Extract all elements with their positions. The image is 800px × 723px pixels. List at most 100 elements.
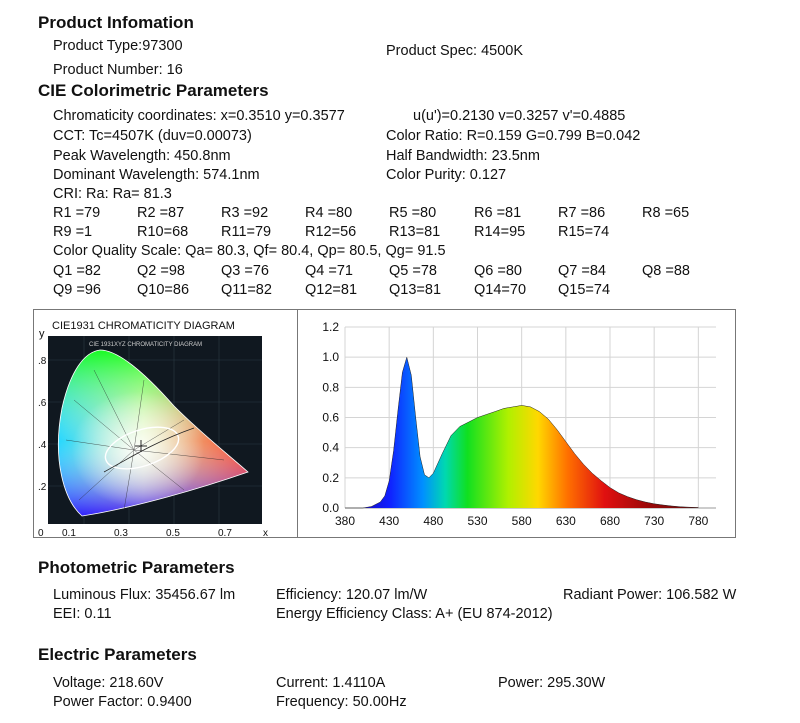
x-tick-label: 480 xyxy=(423,514,443,528)
x-tick-label: 730 xyxy=(644,514,664,528)
diagram-region-lines xyxy=(65,369,225,511)
r-value: R8 =65 xyxy=(642,205,690,221)
diagram-y-tick: .8 xyxy=(38,356,47,367)
q-value: Q10=86 xyxy=(137,282,190,298)
diagram-y-ticks: .8 .6 .4 .2 xyxy=(38,356,47,493)
y-tick-label: 0.6 xyxy=(322,411,339,425)
q-value: Q12=81 xyxy=(305,282,358,298)
r-value: R13=81 xyxy=(389,224,441,240)
diagram-x-tick: 0.3 xyxy=(114,528,128,537)
spectrum-chart: 0.0 0.2 0.4 0.6 0.8 1.0 1.2 380 430 480 530 580 630… xyxy=(322,320,716,528)
x-tick-label: 380 xyxy=(335,514,355,528)
energy-efficiency-class: Energy Efficiency Class: A+ (EU 874-2012… xyxy=(276,606,553,622)
current: Current: 1.4110A xyxy=(276,675,386,691)
diagram-y-tick: .2 xyxy=(38,482,47,493)
diagram-x-label: x xyxy=(263,528,268,537)
r-value: R6 =81 xyxy=(474,205,522,221)
diagram-y-tick: .6 xyxy=(38,398,47,409)
x-tick-label: 530 xyxy=(467,514,487,528)
spectrum-y-ticks: 0.0 0.2 0.4 0.6 0.8 1.0 1.2 xyxy=(322,320,339,515)
r-value: R10=68 xyxy=(137,224,189,240)
efficiency: Efficiency: 120.07 lm/W xyxy=(276,587,428,603)
r-value: R11=79 xyxy=(221,224,272,240)
y-tick-label: 0.8 xyxy=(322,380,339,394)
q-value: Q14=70 xyxy=(474,282,527,298)
y-tick-label: 1.0 xyxy=(322,350,339,364)
product-info-heading: Product Infomation xyxy=(38,13,194,32)
q-value: Q9 =96 xyxy=(53,282,101,298)
dominant-wavelength: Dominant Wavelength: 574.1nm xyxy=(53,167,260,183)
diagram-inner-title: CIE 1931XYZ CHROMATICITY DIAGRAM xyxy=(89,342,202,348)
planckian-locus xyxy=(103,427,195,473)
r-value: R2 =87 xyxy=(137,205,185,221)
luminous-flux: Luminous Flux: 35456.67 lm xyxy=(53,587,236,603)
q-value: Q6 =80 xyxy=(474,263,522,279)
r-values-row-2: R9 =1 R10=68 R11=79 R12=56 R13=81 R14=95… xyxy=(53,224,753,242)
q-value: Q7 =84 xyxy=(558,263,606,279)
product-spec: Product Spec: 4500K xyxy=(386,43,524,59)
product-type: Product Type:97300 xyxy=(53,38,183,54)
cie-heading: CIE Colorimetric Parameters xyxy=(38,81,269,100)
spectrum-series-line xyxy=(345,356,699,509)
q-value: Q13=81 xyxy=(389,282,442,298)
r-value: R15=74 xyxy=(558,224,610,240)
diagram-y-label: y xyxy=(39,328,45,340)
r-value: R9 =1 xyxy=(53,224,93,240)
diagram-x-tick: 0 xyxy=(38,528,44,537)
x-tick-label: 430 xyxy=(379,514,399,528)
power: Power: 295.30W xyxy=(498,675,606,691)
r-value: R14=95 xyxy=(474,224,526,240)
diagram-x-tick: 0.7 xyxy=(218,528,232,537)
diagram-title: CIE1931 CHROMATICITY DIAGRAM xyxy=(52,320,235,332)
diagram-x-tick: 0.5 xyxy=(166,528,180,537)
cri-value: CRI: Ra: Ra= 81.3 xyxy=(53,186,172,202)
x-tick-label: 680 xyxy=(600,514,620,528)
voltage: Voltage: 218.60V xyxy=(53,675,164,691)
eei-value: EEI: 0.11 xyxy=(53,606,112,622)
q-value: Q8 =88 xyxy=(642,263,690,279)
diagram-x-ticks: 0 0.1 0.3 0.5 0.7 x xyxy=(38,528,268,537)
panel-divider xyxy=(297,310,298,537)
product-number: Product Number: 16 xyxy=(53,62,183,78)
r-value: R5 =80 xyxy=(389,205,437,221)
q-value: Q2 =98 xyxy=(137,263,185,279)
color-purity: Color Purity: 0.127 xyxy=(386,167,507,183)
chromaticity-coordinates: Chromaticity coordinates: x=0.3510 y=0.3… xyxy=(53,108,345,124)
r-value: R4 =80 xyxy=(305,205,353,221)
power-factor: Power Factor: 0.9400 xyxy=(53,694,192,710)
q-value: Q5 =78 xyxy=(389,263,437,279)
electric-heading: Electric Parameters xyxy=(38,645,197,664)
x-tick-label: 780 xyxy=(688,514,708,528)
diagram-x-tick: 0.1 xyxy=(62,528,76,537)
cct-value: CCT: Tc=4507K (duv=0.00073) xyxy=(53,128,252,144)
r-values-row-1: R1 =79 R2 =87 R3 =92 R4 =80 R5 =80 R6 =8… xyxy=(53,205,753,223)
peak-wavelength: Peak Wavelength: 450.8nm xyxy=(53,148,231,164)
y-tick-label: 0.4 xyxy=(322,441,339,455)
q-value: Q4 =71 xyxy=(305,263,353,279)
diagram-y-tick: .4 xyxy=(38,440,47,451)
spectral-locus-outline xyxy=(58,349,249,517)
radiant-power: Radiant Power: 106.582 W xyxy=(563,587,737,603)
q-values-row-2: Q9 =96 Q10=86 Q11=82 Q12=81 Q13=81 Q14=7… xyxy=(53,282,753,300)
q-value: Q3 =76 xyxy=(221,263,269,279)
q-values-row-1: Q1 =82 Q2 =98 Q3 =76 Q4 =71 Q5 =78 Q6 =8… xyxy=(53,263,753,281)
y-tick-label: 0.2 xyxy=(322,471,339,485)
uv-coordinates: u(u')=0.2130 v=0.3257 v'=0.4885 xyxy=(413,108,626,124)
photometric-heading: Photometric Parameters xyxy=(38,558,235,577)
measurement-point-marker xyxy=(135,440,147,452)
q-value: Q11=82 xyxy=(221,282,272,298)
chart-panel: CIE1931 CHROMATICITY DIAGRAM y CIE 1931X… xyxy=(33,309,736,538)
r-value: R12=56 xyxy=(305,224,357,240)
spectrum-x-ticks: 380 430 480 530 580 630 680 730 780 xyxy=(335,514,709,528)
y-tick-label: 1.2 xyxy=(322,320,339,334)
r-value: R3 =92 xyxy=(221,205,269,221)
planckian-ellipse xyxy=(104,426,180,470)
x-tick-label: 630 xyxy=(556,514,576,528)
x-tick-label: 580 xyxy=(512,514,532,528)
y-tick-label: 0.0 xyxy=(322,501,339,515)
q-value: Q1 =82 xyxy=(53,263,101,279)
q-value: Q15=74 xyxy=(558,282,611,298)
r-value: R7 =86 xyxy=(558,205,606,221)
color-ratio: Color Ratio: R=0.159 G=0.799 B=0.042 xyxy=(386,128,641,144)
cie-chromaticity-diagram: CIE1931 CHROMATICITY DIAGRAM y CIE 1931X… xyxy=(38,320,268,537)
